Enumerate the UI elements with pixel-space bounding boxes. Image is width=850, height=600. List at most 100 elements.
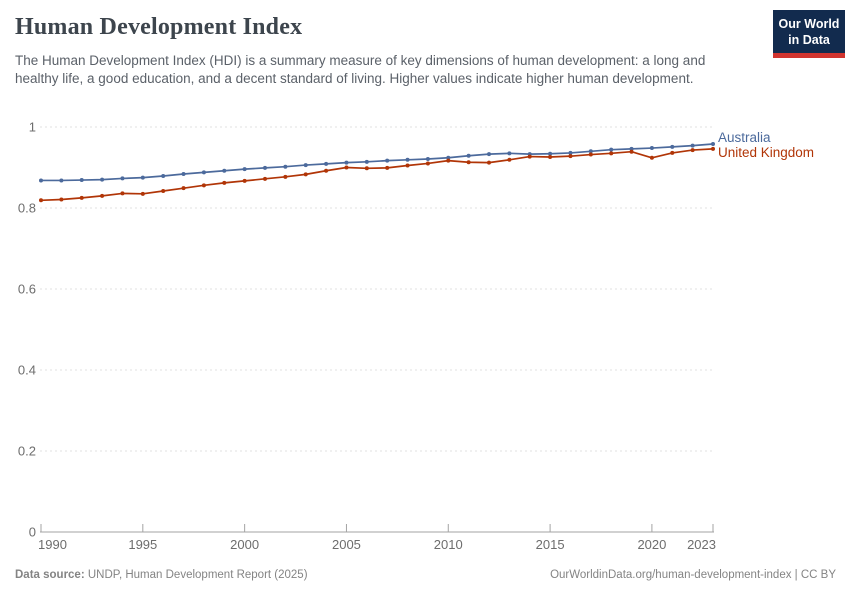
data-point[interactable] — [527, 154, 532, 159]
data-point[interactable] — [344, 160, 349, 165]
data-point[interactable] — [588, 149, 593, 154]
data-point[interactable] — [263, 176, 267, 181]
data-point[interactable] — [100, 177, 105, 182]
data-point[interactable] — [59, 197, 64, 202]
data-point[interactable] — [100, 193, 105, 198]
page-title: Human Development Index — [15, 14, 303, 40]
x-tick-label: 2010 — [434, 537, 463, 552]
data-point[interactable] — [446, 155, 451, 160]
x-tick-label: 1990 — [38, 537, 67, 552]
owid-logo-line2: in Data — [788, 33, 830, 47]
y-tick-label: 0.2 — [18, 444, 36, 459]
chart-subtitle: The Human Development Index (HDI) is a s… — [15, 53, 706, 86]
data-point[interactable] — [568, 154, 573, 159]
data-point[interactable] — [690, 143, 695, 148]
data-point[interactable] — [507, 157, 512, 162]
data-point[interactable] — [609, 147, 614, 152]
chart-footer: Data source: UNDP, Human Development Rep… — [15, 569, 836, 581]
data-point[interactable] — [79, 195, 84, 200]
data-point[interactable] — [548, 151, 553, 156]
data-point[interactable] — [283, 164, 288, 169]
data-point[interactable] — [364, 166, 369, 171]
data-point[interactable] — [324, 161, 329, 166]
data-point[interactable] — [242, 178, 247, 183]
data-point[interactable] — [609, 151, 614, 156]
data-source: Data source: UNDP, Human Development Rep… — [15, 569, 308, 581]
legend-label-australia[interactable]: Australia — [718, 130, 771, 145]
data-point[interactable] — [711, 142, 715, 147]
data-point[interactable] — [39, 198, 43, 203]
data-source-text: UNDP, Human Development Report (2025) — [84, 569, 308, 581]
data-point[interactable] — [140, 175, 145, 180]
data-point[interactable] — [344, 165, 349, 170]
legend-label-united-kingdom[interactable]: United Kingdom — [718, 145, 815, 160]
data-point[interactable] — [425, 156, 430, 161]
data-source-label: Data source: — [15, 569, 85, 581]
data-point[interactable] — [507, 151, 512, 156]
data-point[interactable] — [446, 158, 451, 163]
y-tick-label: 0.8 — [18, 201, 36, 216]
data-point[interactable] — [181, 186, 186, 191]
x-tick-label: 2023 — [687, 537, 716, 552]
data-point[interactable] — [487, 160, 491, 165]
data-point[interactable] — [629, 146, 634, 151]
series-line[interactable] — [41, 143, 714, 182]
data-point[interactable] — [711, 146, 715, 151]
series-united-kingdom[interactable] — [39, 146, 715, 203]
series-australia[interactable] — [39, 142, 715, 183]
data-point[interactable] — [588, 152, 593, 157]
data-point[interactable] — [161, 188, 166, 193]
data-point[interactable] — [649, 155, 654, 160]
data-point[interactable] — [201, 183, 206, 188]
data-point[interactable] — [385, 158, 390, 163]
y-tick-label: 0 — [29, 525, 36, 540]
x-tick-label: 2005 — [332, 537, 361, 552]
data-point[interactable] — [222, 180, 227, 185]
data-point[interactable] — [568, 150, 573, 155]
owid-logo[interactable]: Our World in Data — [773, 10, 845, 58]
data-point[interactable] — [181, 171, 186, 176]
x-tick-label: 2020 — [637, 537, 666, 552]
data-point[interactable] — [283, 174, 288, 179]
y-tick-label: 0.4 — [18, 363, 36, 378]
data-point[interactable] — [324, 168, 329, 173]
data-point[interactable] — [39, 178, 43, 183]
data-point[interactable] — [120, 191, 125, 196]
data-point[interactable] — [670, 144, 675, 149]
data-point[interactable] — [222, 168, 227, 173]
data-point[interactable] — [303, 163, 308, 168]
data-point[interactable] — [303, 172, 308, 177]
data-point[interactable] — [140, 191, 145, 196]
data-point[interactable] — [59, 178, 64, 183]
data-point[interactable] — [487, 152, 491, 157]
data-point[interactable] — [548, 154, 553, 159]
series-line[interactable] — [40, 148, 714, 202]
owid-logo-line1: Our World — [778, 17, 840, 31]
data-point[interactable] — [405, 157, 410, 162]
x-tick-label: 2000 — [230, 537, 259, 552]
data-point[interactable] — [79, 178, 84, 183]
footer-link[interactable]: OurWorldinData.org/human-development-ind… — [550, 569, 836, 581]
data-point[interactable] — [690, 148, 695, 153]
data-point[interactable] — [242, 167, 247, 172]
data-point[interactable] — [385, 165, 390, 170]
data-point[interactable] — [466, 153, 471, 158]
y-tick-label: 1 — [29, 120, 36, 135]
data-point[interactable] — [466, 160, 471, 165]
data-point[interactable] — [263, 165, 267, 170]
data-point[interactable] — [364, 159, 369, 164]
data-point[interactable] — [120, 176, 125, 181]
data-point[interactable] — [425, 161, 430, 166]
x-tick-label: 2015 — [536, 537, 565, 552]
data-point[interactable] — [649, 146, 654, 151]
data-point[interactable] — [161, 174, 166, 179]
data-point[interactable] — [405, 163, 410, 168]
data-point[interactable] — [670, 150, 675, 155]
y-tick-label: 0.6 — [18, 282, 36, 297]
data-point[interactable] — [201, 170, 206, 175]
x-tick-label: 1995 — [128, 537, 157, 552]
data-point[interactable] — [629, 149, 634, 154]
